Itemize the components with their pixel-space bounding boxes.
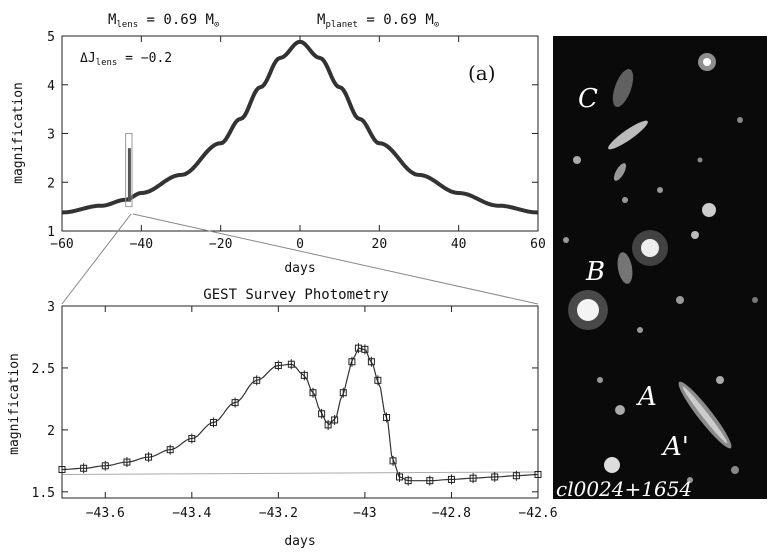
top-y-tick-label: 4 [47,79,55,94]
data-point [145,452,153,463]
bottom-chart: GEST Survey Photometry −43.6 −43.4 −43.2 −4… [7,287,558,549]
top-y-tick-label: 2 [47,176,55,191]
bottom-plot-frame [61,305,539,499]
top-axis-ticks: −60 −40 −20 0 20 40 60 1 2 3 4 5 [47,30,546,252]
panel-tag: (a) [468,61,496,85]
data-point [331,414,339,425]
data-point [404,475,412,486]
m-planet-label: M [317,12,325,28]
m-planet-value: = 0.69 M [358,12,434,28]
zoom-connector-left [61,213,132,305]
data-point [318,408,326,419]
image-label-a: A [636,382,657,412]
top-x-tick-label: −60 [50,237,73,252]
data-point [253,375,261,386]
top-x-tick-label: 0 [296,237,304,252]
top-x-tick-label: 40 [451,237,467,252]
data-point [123,457,131,468]
bottom-x-tick-label: −43.2 [259,506,298,521]
delta-j-label: ΔJlens = −0.2 [80,51,172,68]
top-y-tick-label: 1 [47,225,55,240]
data-point [209,417,217,428]
image-caption: cl0024+1654 [556,477,692,501]
data-point [309,387,317,398]
sun-symbol-2: ⊙ [434,20,439,30]
data-point [274,360,282,371]
top-x-tick-label: 60 [530,237,546,252]
m-lens-sub: lens [116,20,138,30]
bottom-x-tick-label: −43.4 [172,506,211,521]
bottom-y-tick-label: 2 [47,424,55,439]
data-point [396,471,404,482]
image-label-b: B [585,257,605,287]
top-x-axis-label: days [284,261,315,276]
bottom-x-tick-label: −43 [353,506,376,521]
lensed-arcs [608,69,732,449]
galaxies [563,53,758,483]
data-point [447,474,455,485]
bottom-x-axis-label: days [284,534,315,549]
data-point [367,356,375,367]
data-point [80,463,88,474]
data-point [339,387,347,398]
data-point [374,375,382,386]
top-x-tick-label: 20 [372,237,388,252]
top-x-tick-label: −40 [130,237,153,252]
sun-symbol: ⊙ [214,20,219,30]
svg-text:Mlens = 0.69 M⊙: Mlens = 0.69 M⊙ [108,12,219,30]
data-point [58,464,66,475]
top-y-axis-label: magnification [11,82,26,184]
m-lens-label: M [108,12,116,28]
data-point [361,344,369,355]
data-point [469,473,477,484]
data-point [166,444,174,455]
bottom-x-tick-label: −42.6 [518,506,557,521]
bottom-axis-ticks: −43.6 −43.4 −43.2 −43 −42.8 −42.6 1.5 2 2.5 3 [32,300,558,521]
data-point [300,370,308,381]
bottom-x-tick-label: −43.6 [86,506,125,521]
top-lightcurve [61,39,539,215]
bottom-chart-title: GEST Survey Photometry [203,287,388,303]
zoom-connector-right [132,213,539,305]
data-point [231,397,239,408]
data-point [348,356,356,367]
top-y-tick-label: 3 [47,128,55,143]
bottom-x-tick-label: −42.8 [432,506,471,521]
m-lens-value: = 0.69 M [138,12,214,28]
data-point [324,419,332,430]
data-point [491,471,499,482]
bottom-y-tick-label: 1.5 [32,486,55,501]
data-point [188,433,196,444]
top-y-tick-label: 5 [47,30,55,45]
data-point [389,455,397,466]
bottom-data-points [58,343,542,486]
m-planet-sub: planet [325,20,358,30]
image-background [553,36,767,499]
header-mass-labels: Mlens = 0.69 M⊙ Mplanet = 0.69 M⊙ [108,12,439,30]
data-point [101,460,109,471]
data-point [383,412,391,423]
data-point [287,359,295,370]
data-point [534,469,542,480]
image-label-c: C [578,84,598,114]
bottom-signal-curve [61,347,539,482]
bottom-y-tick-label: 2.5 [32,362,55,377]
data-point [426,475,434,486]
data-point [512,470,520,481]
zoom-box [125,133,133,208]
top-x-tick-label: −20 [209,237,232,252]
bottom-y-axis-label: magnification [7,353,22,455]
bottom-y-tick-label: 3 [47,300,55,315]
image-label-a-prime: A' [661,432,689,462]
cluster-image: C B A A' cl0024+1654 [553,36,767,501]
svg-text:Mplanet = 0.69 M⊙: Mplanet = 0.69 M⊙ [317,12,439,30]
bottom-baseline [61,471,539,475]
